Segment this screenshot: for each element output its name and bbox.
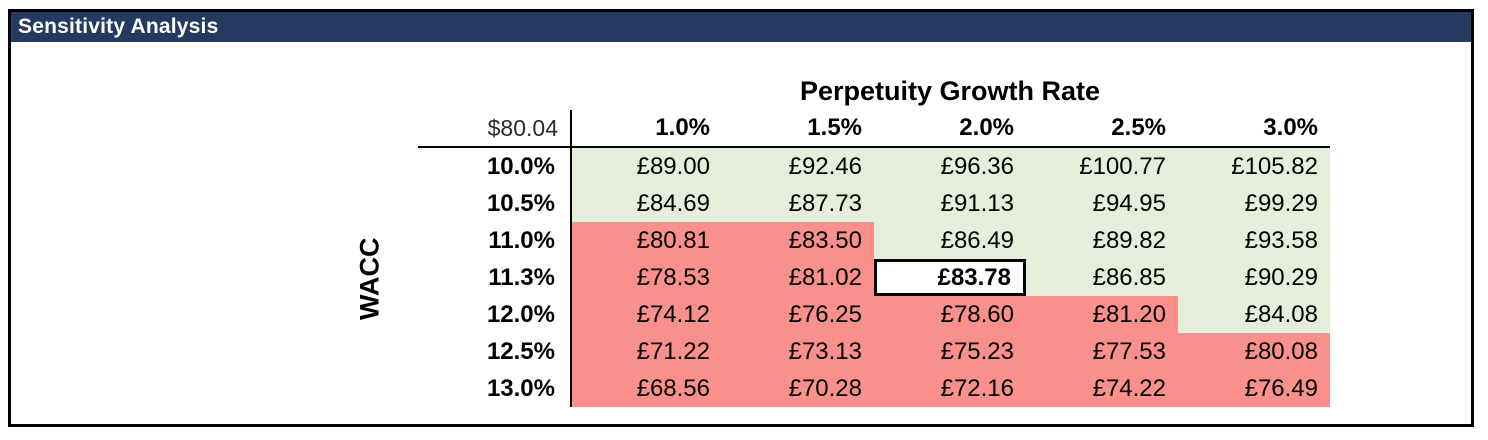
row-header: 13.0% xyxy=(486,374,555,402)
column-header: 3.0% xyxy=(1178,110,1330,148)
value-cell: £90.29 xyxy=(1178,259,1330,296)
value-cell: £86.85 xyxy=(1026,259,1178,296)
value-cell: £87.73 xyxy=(722,185,874,222)
column-header: 1.5% xyxy=(722,110,874,148)
row-header: 11.3% xyxy=(488,263,555,291)
value-cell: £72.16 xyxy=(874,370,1026,407)
row-header: 10.5% xyxy=(486,189,555,217)
value-cell: £71.22 xyxy=(570,333,722,370)
value-cell: £70.28 xyxy=(722,370,874,407)
value-cell: £96.36 xyxy=(874,148,1026,185)
value-cell: £77.53 xyxy=(1026,333,1178,370)
value-cell: £81.20 xyxy=(1026,296,1178,333)
value-cell: £92.46 xyxy=(722,148,874,185)
value-cell: £100.77 xyxy=(1026,148,1178,185)
sensitivity-grid: $80.04 1.0% 1.5% 2.0% 2.5% 3.0% 10.0% £89.00 £92… xyxy=(418,110,1330,407)
section-title: Sensitivity Analysis xyxy=(18,15,219,38)
row-axis-title: WACC xyxy=(354,237,385,320)
value-cell: £76.49 xyxy=(1178,370,1330,407)
value-cell: £86.49 xyxy=(874,222,1026,259)
corner-base-value: $80.04 xyxy=(418,110,570,148)
column-header: 2.5% xyxy=(1026,110,1178,148)
value-cell: £81.02 xyxy=(722,259,874,296)
value-cell: £83.50 xyxy=(722,222,874,259)
value-cell: £84.08 xyxy=(1178,296,1330,333)
column-header: 1.0% xyxy=(570,110,722,148)
value-cell: £75.23 xyxy=(874,333,1026,370)
value-cell: £94.95 xyxy=(1026,185,1178,222)
row-header: 12.0% xyxy=(486,300,555,328)
value-cell: £76.25 xyxy=(722,296,874,333)
value-cell: £105.82 xyxy=(1178,148,1330,185)
value-cell: £68.56 xyxy=(570,370,722,407)
value-cell: £91.13 xyxy=(874,185,1026,222)
row-header: 12.5% xyxy=(486,337,555,365)
row-header: 10.0% xyxy=(486,152,555,180)
value-cell: £74.12 xyxy=(570,296,722,333)
value-cell: £78.60 xyxy=(874,296,1026,333)
row-header: 11.0% xyxy=(488,226,555,254)
value-cell: £73.13 xyxy=(722,333,874,370)
value-cell: £80.81 xyxy=(570,222,722,259)
value-cell: £93.58 xyxy=(1178,222,1330,259)
column-axis-title: Perpetuity Growth Rate xyxy=(799,76,1101,106)
value-cell: £89.00 xyxy=(570,148,722,185)
value-cell: £99.29 xyxy=(1178,185,1330,222)
value-cell: £80.08 xyxy=(1178,333,1330,370)
value-cell: £74.22 xyxy=(1026,370,1178,407)
value-cell: £84.69 xyxy=(570,185,722,222)
value-cell: £89.82 xyxy=(1026,222,1178,259)
value-cell: £78.53 xyxy=(570,259,722,296)
column-header: 2.0% xyxy=(874,110,1026,148)
highlighted-value-cell: £83.78 xyxy=(874,259,1026,296)
section-header-bar: Sensitivity Analysis xyxy=(11,12,1471,42)
